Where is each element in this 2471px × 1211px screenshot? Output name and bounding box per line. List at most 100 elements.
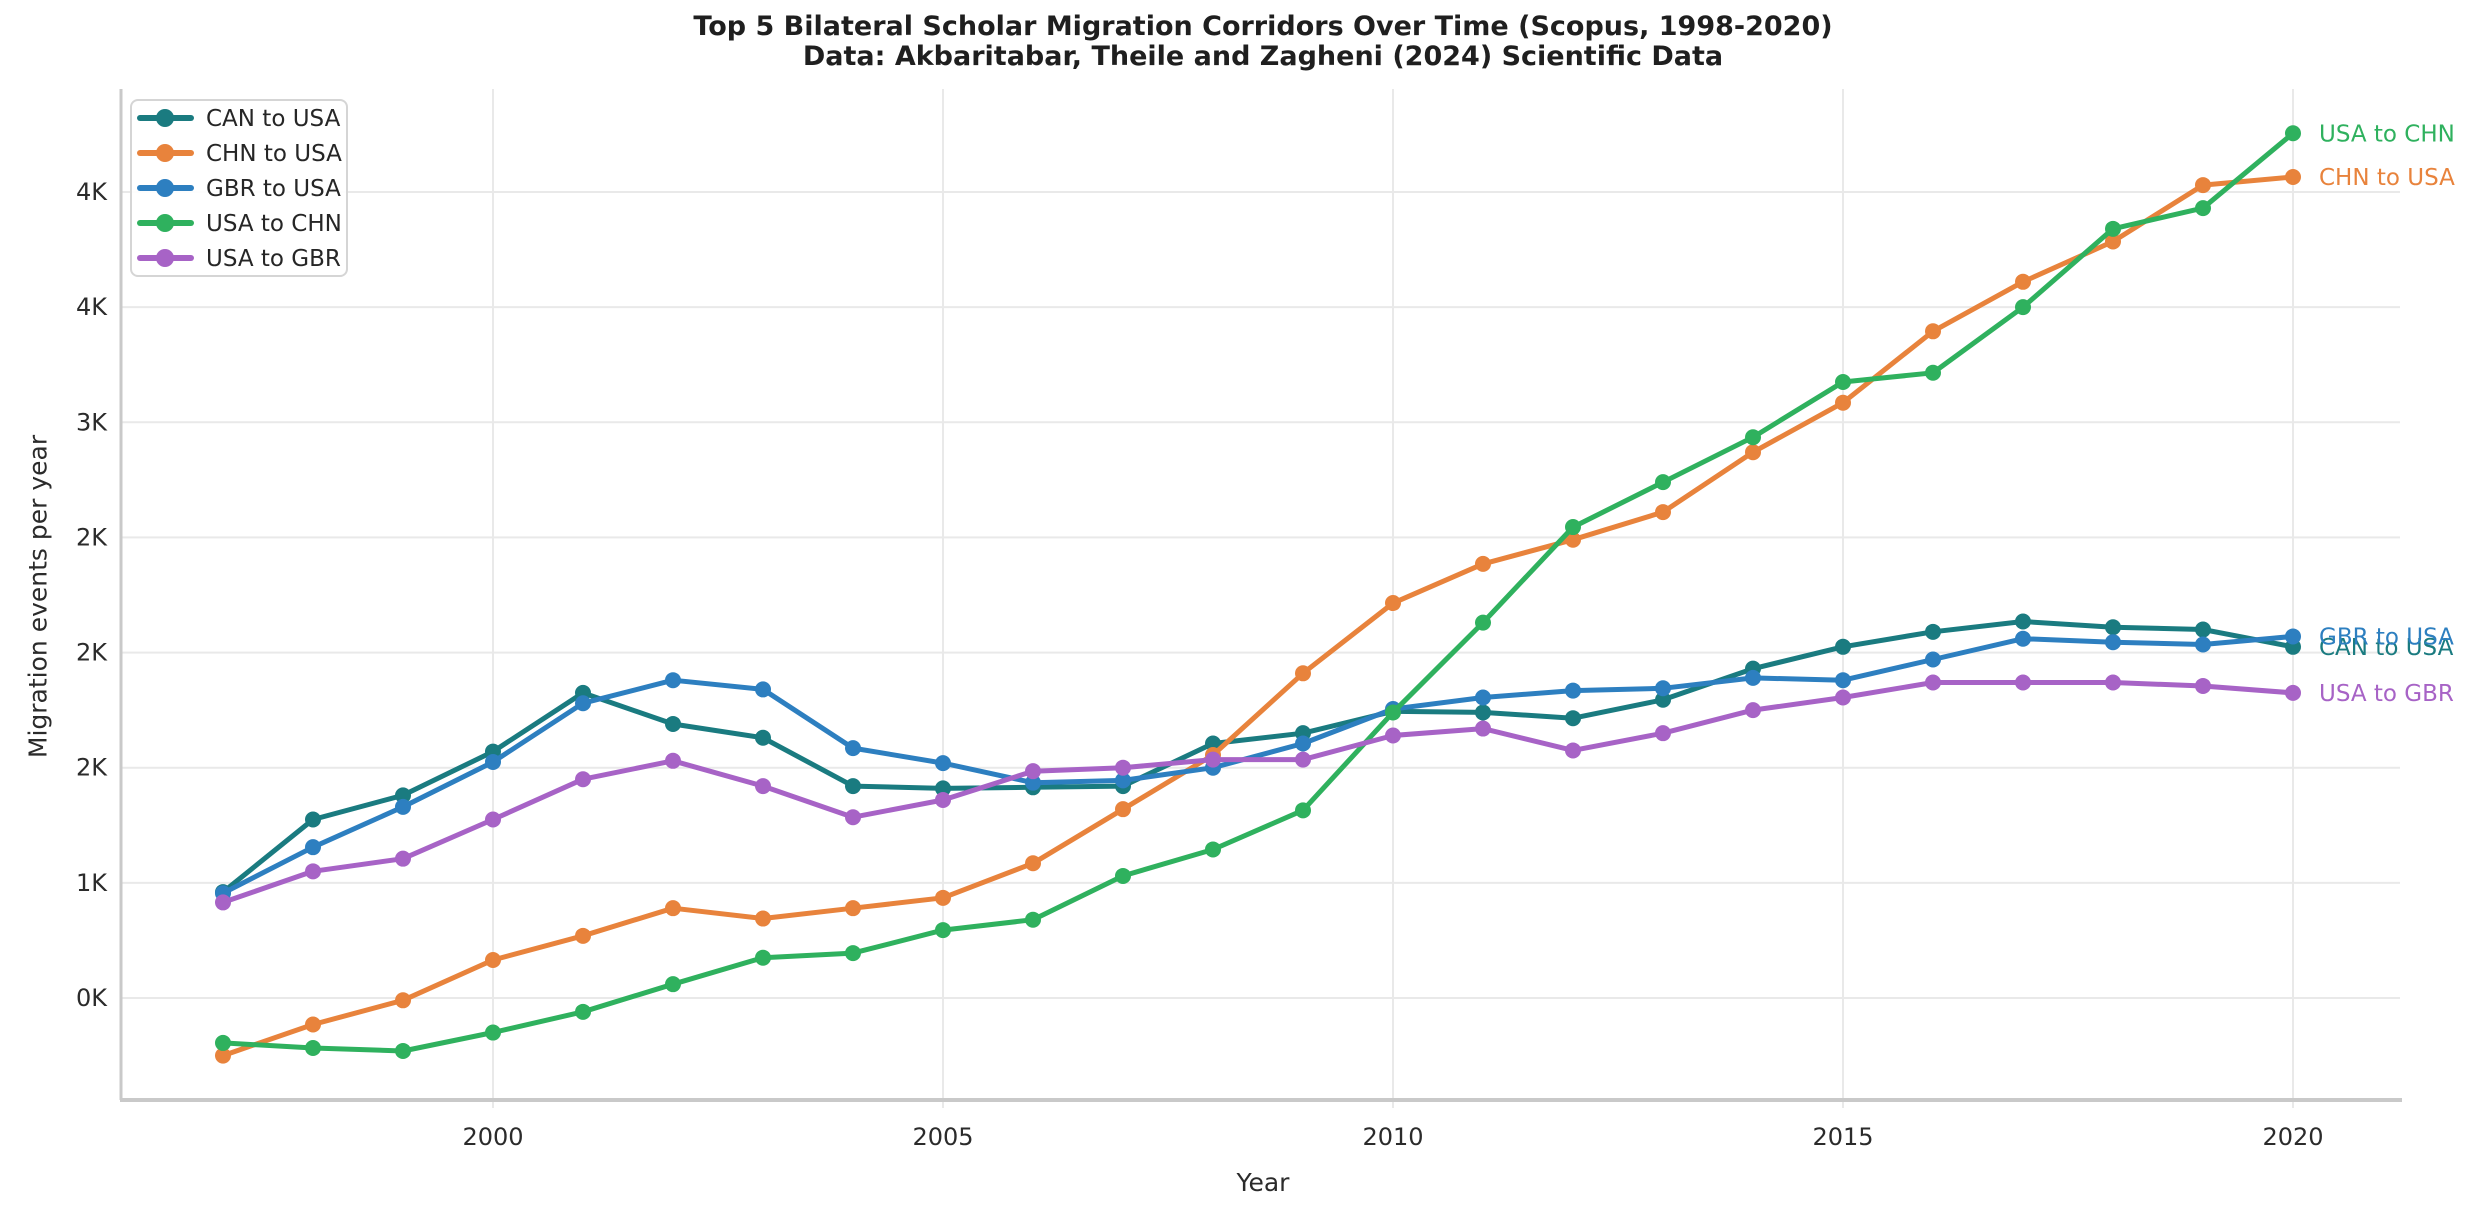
point-chn-to-usa bbox=[1475, 555, 1491, 572]
point-usa-to-chn bbox=[1205, 841, 1221, 858]
point-chn-to-usa bbox=[2285, 169, 2301, 186]
point-usa-to-chn bbox=[1115, 867, 1131, 884]
chart-title: Top 5 Bilateral Scholar Migration Corrid… bbox=[693, 11, 1833, 42]
point-usa-to-gbr bbox=[2195, 677, 2211, 694]
x-tick-label: 2015 bbox=[1812, 1123, 1873, 1151]
point-usa-to-gbr bbox=[1295, 751, 1311, 768]
point-gbr-to-usa bbox=[395, 798, 411, 815]
point-usa-to-gbr bbox=[395, 850, 411, 867]
point-can-to-usa bbox=[665, 715, 681, 732]
point-usa-to-gbr bbox=[305, 863, 321, 880]
point-chn-to-usa bbox=[1115, 801, 1131, 818]
point-can-to-usa bbox=[305, 811, 321, 828]
y-axis-label: Migration events per year bbox=[23, 434, 53, 759]
point-usa-to-chn bbox=[1385, 704, 1401, 721]
point-usa-to-gbr bbox=[665, 752, 681, 769]
y-tick-label: 3K bbox=[76, 408, 108, 436]
point-usa-to-gbr bbox=[1475, 720, 1491, 737]
point-gbr-to-usa bbox=[2285, 628, 2301, 645]
point-gbr-to-usa bbox=[1475, 689, 1491, 706]
point-usa-to-chn bbox=[1295, 802, 1311, 819]
point-can-to-usa bbox=[845, 778, 861, 795]
point-usa-to-chn bbox=[1835, 373, 1851, 390]
y-tick-label: 2K bbox=[76, 639, 108, 667]
point-gbr-to-usa bbox=[2015, 630, 2031, 647]
point-usa-to-chn bbox=[665, 976, 681, 993]
legend-marker-icon-usa-to-gbr bbox=[156, 249, 174, 267]
line-chn-to-usa bbox=[220, 174, 2296, 1059]
point-usa-to-gbr bbox=[935, 791, 951, 808]
legend-marker-icon-gbr-to-usa bbox=[156, 179, 174, 197]
y-tick-label: 4K bbox=[76, 293, 108, 321]
x-tick-label: 2005 bbox=[912, 1123, 973, 1151]
point-can-to-usa bbox=[1565, 710, 1581, 727]
point-usa-to-chn bbox=[485, 1024, 501, 1041]
point-usa-to-chn bbox=[2105, 220, 2121, 237]
point-gbr-to-usa bbox=[845, 740, 861, 757]
point-usa-to-gbr bbox=[1115, 759, 1131, 776]
point-chn-to-usa bbox=[935, 889, 951, 906]
legend-box bbox=[130, 99, 348, 277]
point-can-to-usa bbox=[1205, 735, 1221, 752]
point-usa-to-gbr bbox=[845, 809, 861, 826]
line-usa-to-gbr bbox=[220, 680, 2296, 905]
line-gbr-to-usa bbox=[220, 633, 2296, 896]
point-usa-to-chn bbox=[1655, 474, 1671, 491]
point-chn-to-usa bbox=[1295, 665, 1311, 682]
point-gbr-to-usa bbox=[305, 839, 321, 856]
x-tick-label: 2010 bbox=[1362, 1123, 1423, 1151]
point-usa-to-chn bbox=[1745, 429, 1761, 446]
end-label-can-to-usa: CAN to USA bbox=[2319, 635, 2454, 661]
point-chn-to-usa bbox=[2195, 177, 2211, 194]
point-gbr-to-usa bbox=[1655, 680, 1671, 697]
point-usa-to-gbr bbox=[1745, 702, 1761, 719]
point-chn-to-usa bbox=[845, 900, 861, 917]
point-can-to-usa bbox=[2105, 619, 2121, 636]
legend-label-usa-to-gbr: USA to GBR bbox=[206, 246, 341, 272]
point-chn-to-usa bbox=[1655, 504, 1671, 521]
point-gbr-to-usa bbox=[1295, 735, 1311, 752]
legend-label-chn-to-usa: CHN to USA bbox=[206, 141, 342, 167]
point-chn-to-usa bbox=[665, 900, 681, 917]
point-chn-to-usa bbox=[1385, 595, 1401, 612]
point-usa-to-gbr bbox=[1655, 725, 1671, 742]
point-chn-to-usa bbox=[485, 952, 501, 969]
point-usa-to-gbr bbox=[1565, 742, 1581, 759]
point-chn-to-usa bbox=[2015, 273, 2031, 290]
point-can-to-usa bbox=[395, 787, 411, 804]
point-usa-to-chn bbox=[2285, 125, 2301, 142]
point-usa-to-gbr bbox=[1385, 727, 1401, 744]
legend-label-can-to-usa: CAN to USA bbox=[206, 106, 341, 132]
point-gbr-to-usa bbox=[935, 755, 951, 772]
point-usa-to-gbr bbox=[755, 778, 771, 795]
end-label-gbr-to-usa: GBR to USA bbox=[2319, 624, 2454, 650]
point-usa-to-gbr bbox=[2285, 684, 2301, 701]
point-chn-to-usa bbox=[575, 927, 591, 944]
legend-marker-icon-usa-to-chn bbox=[156, 214, 174, 232]
point-chn-to-usa bbox=[215, 1047, 231, 1064]
point-chn-to-usa bbox=[755, 910, 771, 927]
point-chn-to-usa bbox=[1745, 444, 1761, 461]
point-can-to-usa bbox=[755, 729, 771, 746]
point-usa-to-chn bbox=[1925, 364, 1941, 381]
point-usa-to-gbr bbox=[1205, 751, 1221, 768]
point-can-to-usa bbox=[935, 780, 951, 797]
point-usa-to-gbr bbox=[1835, 689, 1851, 706]
legend-marker-icon-chn-to-usa bbox=[156, 144, 174, 162]
point-usa-to-gbr bbox=[2105, 674, 2121, 691]
point-chn-to-usa bbox=[2105, 233, 2121, 250]
point-usa-to-chn bbox=[2015, 299, 2031, 316]
point-gbr-to-usa bbox=[2195, 636, 2211, 653]
point-usa-to-chn bbox=[755, 949, 771, 966]
point-usa-to-gbr bbox=[485, 811, 501, 828]
point-usa-to-chn bbox=[845, 945, 861, 962]
point-gbr-to-usa bbox=[575, 695, 591, 712]
legend-marker-icon-can-to-usa bbox=[156, 109, 174, 127]
point-gbr-to-usa bbox=[755, 681, 771, 698]
line-usa-to-chn bbox=[220, 130, 2296, 1054]
point-usa-to-chn bbox=[1565, 519, 1581, 536]
point-gbr-to-usa bbox=[1565, 682, 1581, 699]
end-label-usa-to-gbr: USA to GBR bbox=[2319, 681, 2454, 707]
